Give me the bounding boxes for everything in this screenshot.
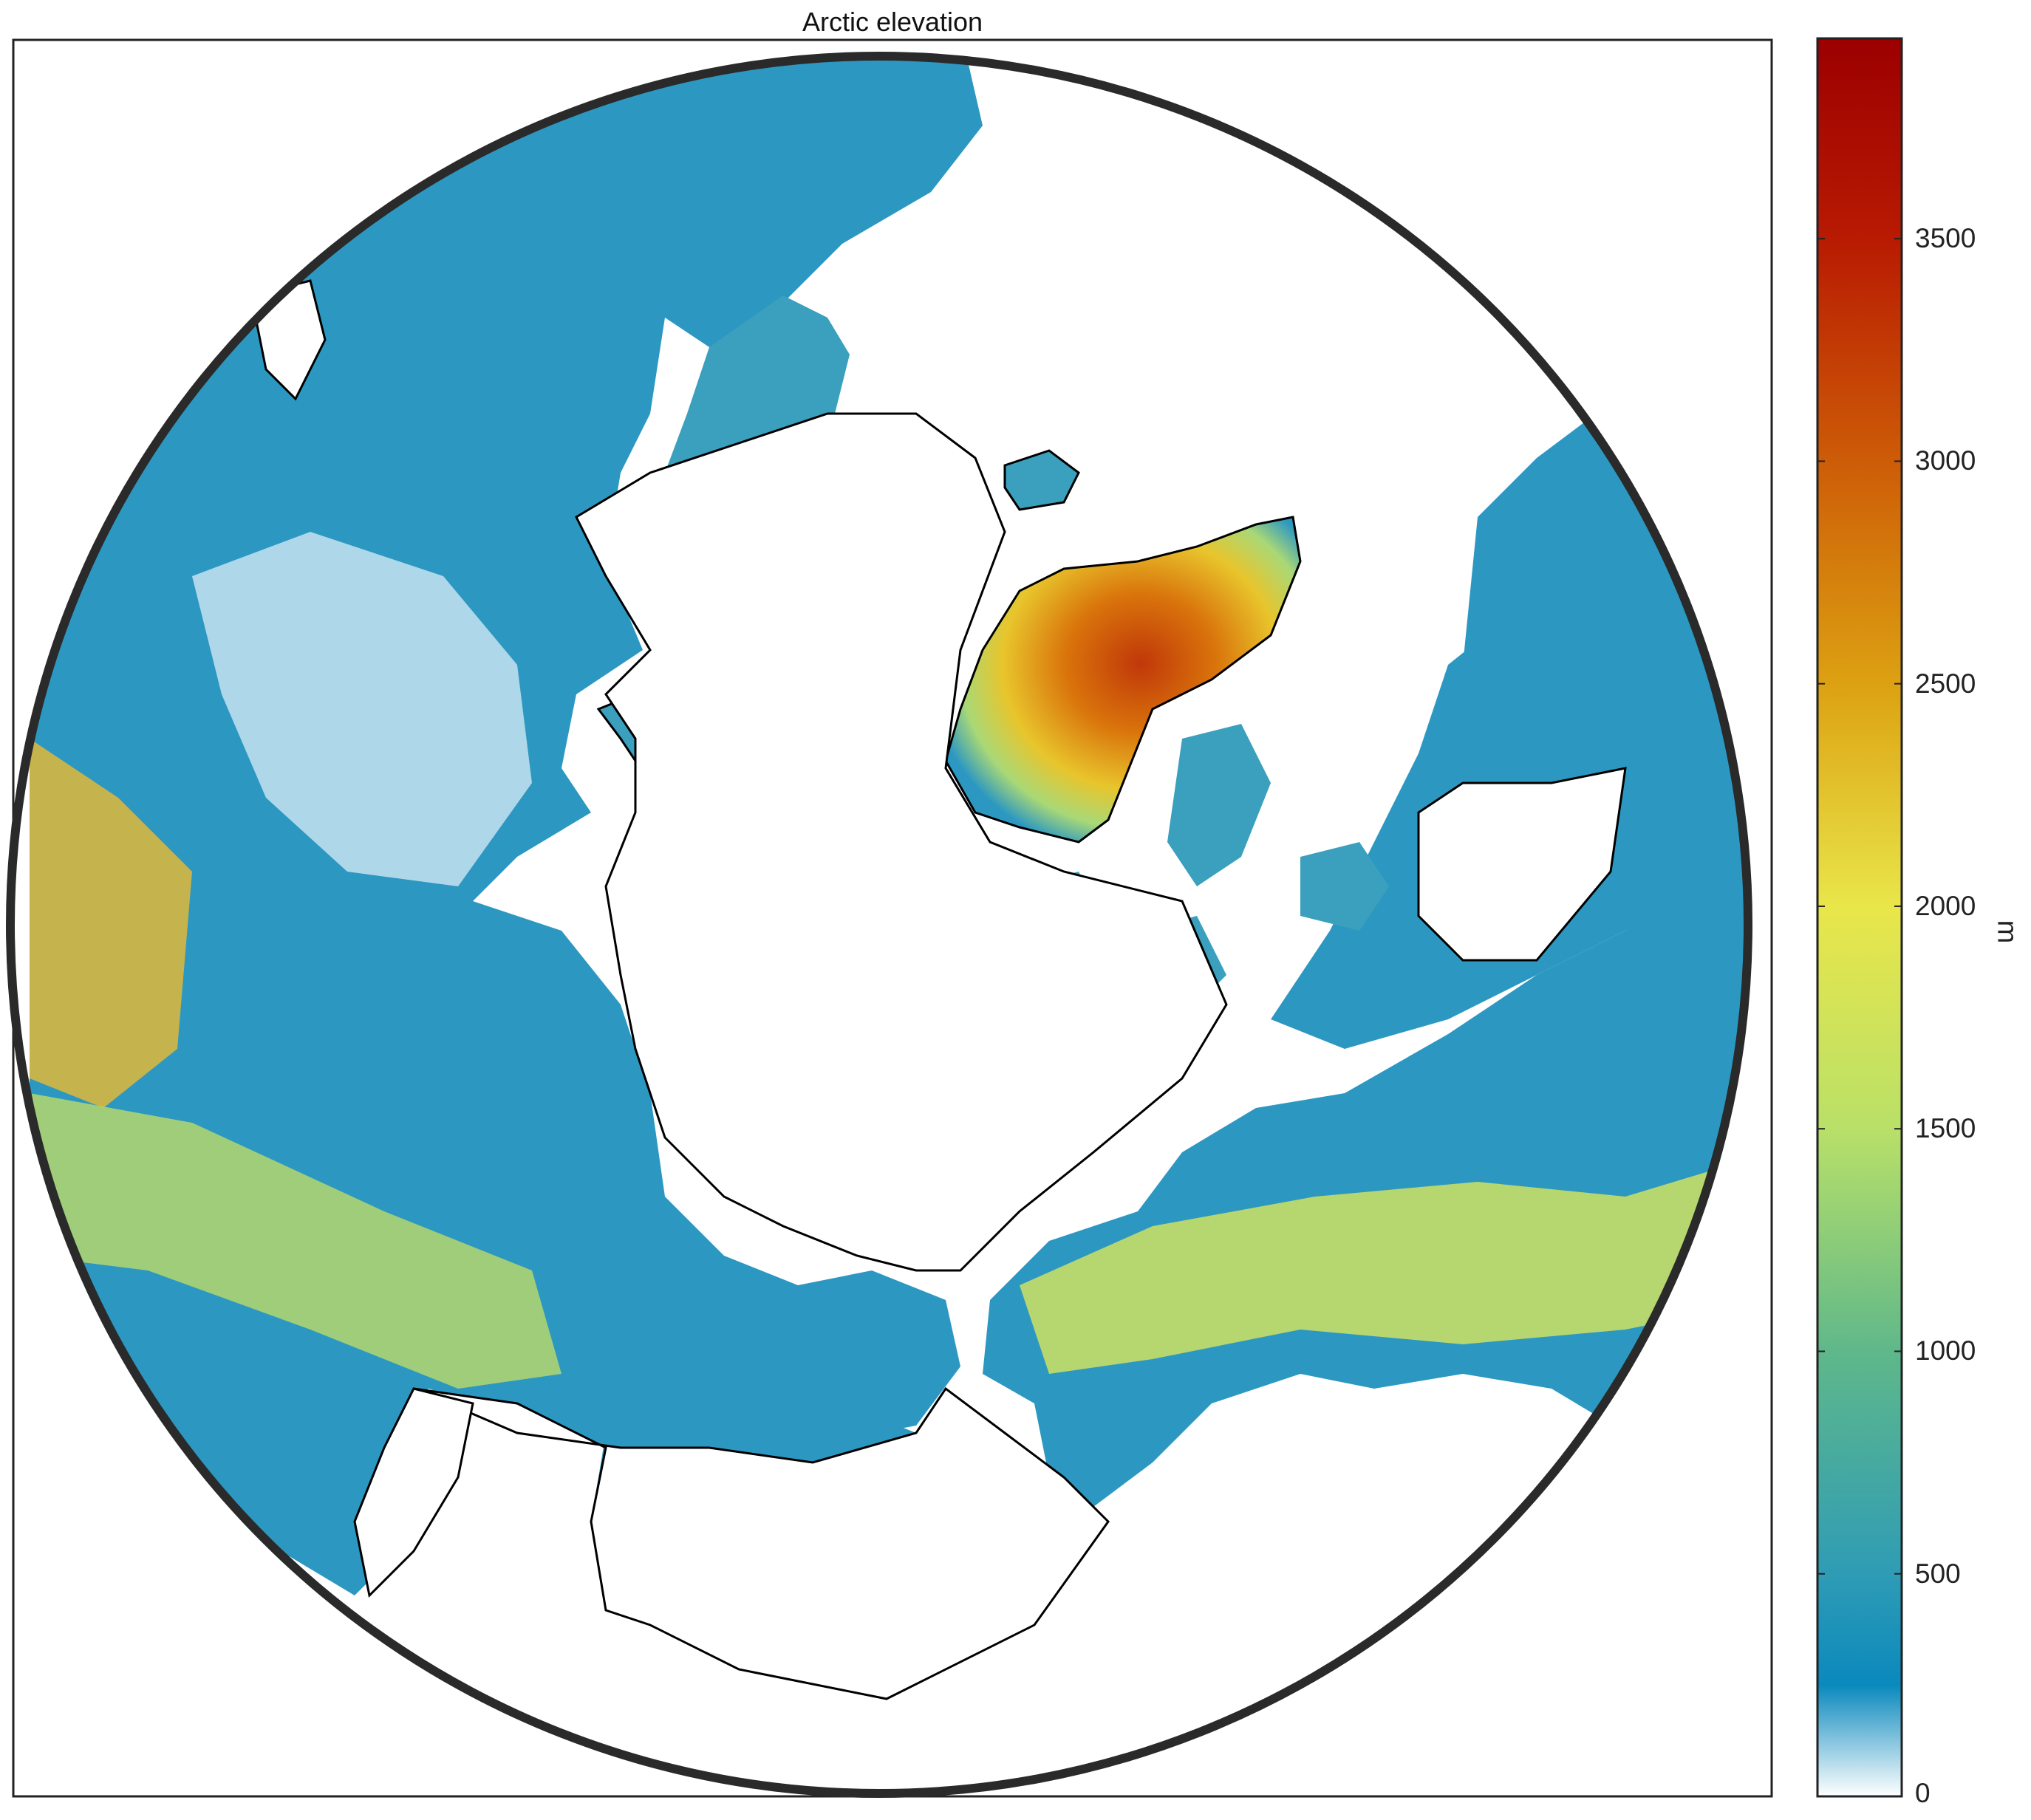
colorbar-tick-label: 0 bbox=[1915, 1778, 1931, 1808]
colorbar-tick-label: 500 bbox=[1915, 1558, 1961, 1589]
colorbar-tick-label: 1000 bbox=[1915, 1335, 1976, 1366]
canada-land bbox=[1271, 502, 1748, 1049]
siberia-highlands-2 bbox=[30, 1093, 561, 1389]
projection-boundary bbox=[6, 52, 1752, 1798]
colorbar-ticks bbox=[1817, 238, 1902, 1797]
greenland-land bbox=[944, 516, 1302, 844]
bering-sea bbox=[413, 1386, 1110, 1700]
colorbar-unit: m bbox=[1991, 920, 2023, 944]
siberia-highlands bbox=[30, 739, 192, 1108]
colorbar-tick-label: 1500 bbox=[1915, 1113, 1976, 1144]
colorbar-tick-label: 3500 bbox=[1915, 223, 1976, 254]
svalbard-land bbox=[1003, 449, 1080, 511]
rockies-band bbox=[1020, 1152, 1748, 1374]
hudson-bay bbox=[1417, 767, 1627, 962]
west-siberia-lowland bbox=[192, 532, 532, 886]
arctic-ocean bbox=[575, 412, 1228, 1272]
okhotsk-sea bbox=[353, 1387, 474, 1598]
colorbar-tick-label: 3000 bbox=[1915, 445, 1976, 476]
arctic-islands-1 bbox=[1300, 842, 1389, 931]
colorbar-tick-label: 2500 bbox=[1915, 668, 1976, 699]
map-title: Arctic elevation bbox=[802, 7, 983, 37]
ellesmere-island bbox=[1167, 724, 1271, 886]
eurasia-land bbox=[30, 56, 983, 1793]
colorbar bbox=[1816, 37, 1903, 1798]
colorbar-tick-label: 2000 bbox=[1915, 890, 1976, 921]
